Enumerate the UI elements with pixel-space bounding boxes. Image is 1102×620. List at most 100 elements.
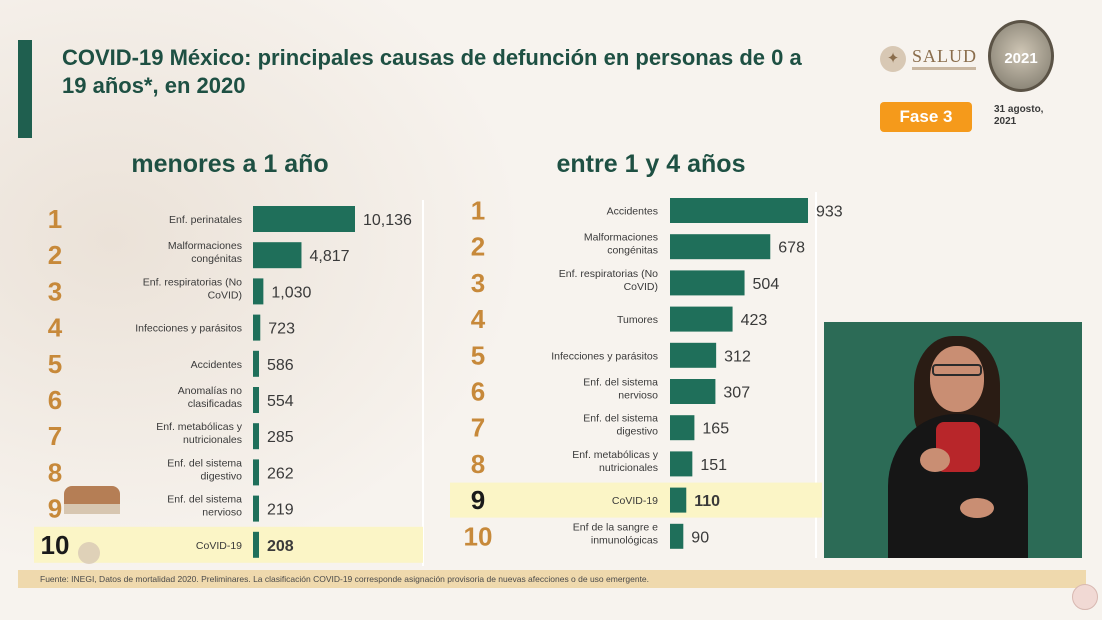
chart-1-category-9: CoVID-19 [612,495,658,507]
corner-emblem-icon [78,542,100,564]
chart-1-bar-3 [670,270,745,296]
chart-1-bar-4 [670,306,733,332]
chart-0-category-5: Accidentes [191,359,242,371]
interpreter-hand-left [920,448,950,472]
chart-0-title: menores a 1 año [131,150,328,178]
chart-1-rank-10: 10 [464,521,493,551]
chart-1-value-8: 151 [700,457,727,474]
chart-0-bar-10 [253,531,259,558]
chart-1-value-9: 110 [694,493,720,510]
chart-1-bar-10 [670,523,684,549]
sign-language-interpreter-video [824,322,1082,558]
chart-0-value-6: 554 [267,393,294,410]
chart-0-category-8: Enf. del sistema digestivo [167,457,242,482]
chart-1-value-10: 90 [691,529,709,546]
interpreter-glasses [932,364,982,376]
title-accent-bar [18,40,32,138]
chart-1-rank-5: 5 [471,340,485,370]
chart-1-value-2: 678 [778,240,805,257]
chart-0-category-6: Anomalías no clasificadas [178,385,242,410]
chart-1-rank-7: 7 [471,413,485,443]
chart-1-title: entre 1 y 4 años [557,150,746,178]
chart-1-bar-1 [670,198,808,223]
chart-0-value-10: 208 [267,538,294,555]
chart-0-rank-1: 1 [48,204,62,234]
chart-0-category-4: Infecciones y parásitos [135,323,242,335]
date-label: 31 agosto, 2021 [994,104,1044,127]
chart-1-bar-8 [670,451,693,477]
fase-badge: Fase 3 [880,102,972,132]
year-seal-text: 2021 [1004,50,1038,67]
chart-1-category-8: Enf. metabólicas y nutricionales [572,449,659,474]
chart-0-value-8: 262 [267,465,294,482]
chart-1-value-3: 504 [753,276,780,293]
chart-0-category-3: Enf. respiratorias (No CoVID) [143,276,242,301]
chart-1-category-5: Infecciones y parásitos [551,350,658,362]
chart-1-rank-3: 3 [471,268,485,298]
chart-0-category-2: Malformaciones congénitas [168,240,242,265]
page-title: COVID-19 México: principales causas de d… [62,45,802,98]
chart-0-bar-9 [253,495,259,522]
chart-1-rank-6: 6 [471,377,485,407]
chart-1-bar-6 [670,379,716,404]
salud-logo-text: SALUD [912,46,978,66]
chart-0-rank-6: 6 [48,385,62,415]
chart-0-value-5: 586 [267,357,294,374]
chart-1-bar-5 [670,342,717,368]
year-seal: 2021 [988,20,1054,92]
chart-1-rank-2: 2 [471,232,485,262]
chart-1-rank-1: 1 [471,196,485,226]
chart-0-category-1: Enf. perinatales [169,214,242,226]
salud-logo-underline [912,67,976,70]
chart-1-category-1: Accidentes [607,206,658,218]
chart-0-category-9: Enf. del sistema nervioso [167,494,242,519]
chart-0-bar-1 [253,206,355,232]
chart-0-rank-2: 2 [48,240,62,270]
eagle-emblem-icon: ✦ [880,46,906,72]
chart-1-bar-2 [670,234,771,260]
chart-1-value-6: 307 [723,385,750,402]
source-footnote: Fuente: INEGI, Datos de mortalidad 2020.… [18,570,1086,588]
building-icon [64,486,120,504]
chart-0-rank-10: 10 [41,530,70,560]
chart-1-value-1: 933 [816,204,843,221]
interpreter-hand-right [960,498,994,518]
chart-0-value-9: 219 [267,502,294,519]
chart-0-bar-7 [253,423,259,450]
chart-0-bar-4 [253,314,261,341]
chart-0-value-3: 1,030 [271,284,311,301]
building-logo-strip [64,504,120,514]
broadcast-logo-icon [1072,584,1098,610]
chart-0-bar-2 [253,242,302,269]
chart-0-rank-8: 8 [48,457,62,487]
interpreter-face [930,346,984,412]
corner-building-logo [64,486,120,516]
chart-1-rank-9: 9 [471,485,485,515]
chart-0-rank-4: 4 [48,313,63,343]
chart-1-category-2: Malformaciones congénitas [584,232,658,257]
salud-logo: ✦ SALUD [880,44,980,78]
chart-0-bar-8 [253,459,259,486]
chart-1-bar-7 [670,415,695,441]
chart-0-rank-3: 3 [48,276,62,306]
chart-1-category-6: Enf. del sistema nervioso [583,377,658,402]
charts-canvas: menores a 1 año 1 Enf. perinatales 10,136 2 M… [34,150,843,566]
chart-0-category-7: Enf. metabólicas y nutricionales [156,421,243,446]
chart-0-value-7: 285 [267,429,294,446]
chart-0-rank-5: 5 [48,349,62,379]
chart-1-category-3: Enf. respiratorias (No CoVID) [559,268,658,293]
chart-0-value-2: 4,817 [309,248,349,265]
chart-0-bar-5 [253,350,259,377]
chart-1-category-4: Tumores [617,314,658,326]
chart-0-value-4: 723 [268,321,295,338]
chart-0-value-1: 10,136 [363,212,412,229]
chart-1-value-4: 423 [741,312,768,329]
chart-1-highlight-row [450,482,822,518]
chart-1-bar-9 [670,487,687,513]
chart-1-value-5: 312 [724,348,751,365]
chart-1-value-7: 165 [702,421,729,438]
chart-0-bar-3 [253,278,264,305]
chart-0-category-10: CoVID-19 [196,540,242,552]
chart-1-rank-8: 8 [471,449,485,479]
chart-0-rank-7: 7 [48,421,62,451]
